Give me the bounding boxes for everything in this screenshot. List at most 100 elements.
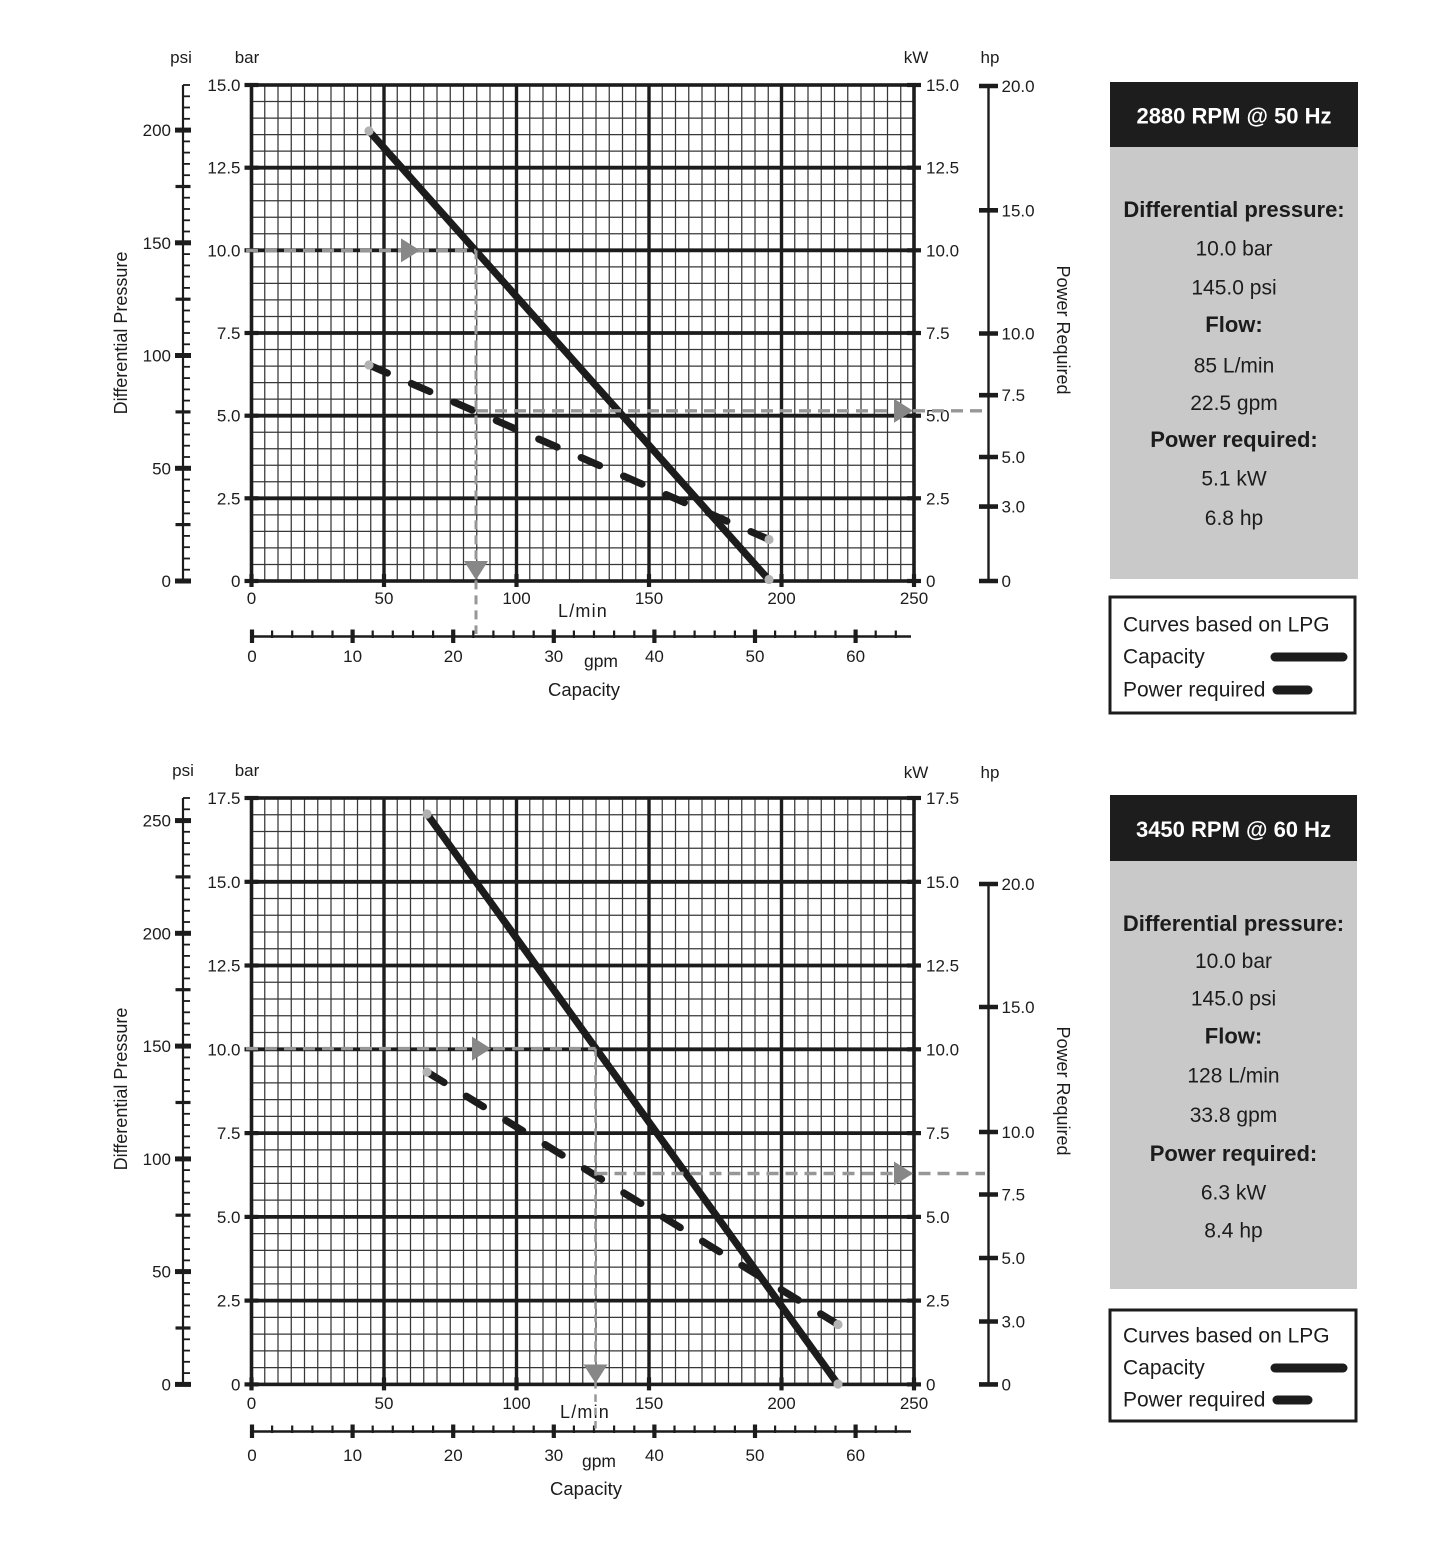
svg-text:0: 0: [926, 1375, 935, 1394]
svg-text:Power required: Power required: [1123, 1389, 1265, 1412]
svg-text:2880 RPM @ 50 Hz: 2880 RPM @ 50 Hz: [1136, 104, 1331, 129]
svg-text:150: 150: [635, 1394, 663, 1413]
svg-text:15.0: 15.0: [1002, 201, 1035, 220]
svg-text:Capacity: Capacity: [1123, 1357, 1205, 1380]
svg-text:30: 30: [544, 647, 563, 666]
svg-text:10.0: 10.0: [1002, 325, 1035, 344]
svg-text:hp: hp: [981, 763, 1000, 782]
svg-text:gpm: gpm: [582, 1451, 616, 1471]
svg-text:10.0: 10.0: [926, 1040, 959, 1059]
svg-text:50: 50: [152, 1263, 171, 1282]
svg-text:50: 50: [375, 1394, 394, 1413]
svg-text:12.5: 12.5: [926, 957, 959, 976]
svg-text:Capacity: Capacity: [548, 679, 621, 700]
svg-text:Curves based on LPG: Curves based on LPG: [1123, 1325, 1330, 1348]
svg-text:22.5 gpm: 22.5 gpm: [1190, 392, 1278, 415]
svg-text:5.1 kW: 5.1 kW: [1201, 468, 1267, 491]
svg-text:Curves based on LPG: Curves based on LPG: [1123, 614, 1330, 637]
svg-text:2.5: 2.5: [926, 1292, 950, 1311]
svg-text:bar: bar: [235, 761, 260, 780]
svg-text:15.0: 15.0: [207, 76, 240, 95]
svg-text:Power Required: Power Required: [1053, 265, 1073, 394]
svg-text:L/min: L/min: [560, 1402, 610, 1422]
svg-text:6.8 hp: 6.8 hp: [1205, 507, 1263, 530]
svg-text:psi: psi: [172, 761, 194, 780]
svg-text:bar: bar: [235, 48, 260, 67]
svg-text:50: 50: [746, 647, 765, 666]
svg-text:5.0: 5.0: [217, 1208, 241, 1227]
svg-text:40: 40: [645, 647, 664, 666]
svg-text:15.0: 15.0: [207, 873, 240, 892]
svg-text:5.0: 5.0: [1002, 448, 1026, 467]
svg-text:6.3 kW: 6.3 kW: [1201, 1182, 1267, 1205]
svg-text:0: 0: [1002, 1375, 1011, 1394]
svg-text:Power required: Power required: [1123, 679, 1265, 702]
svg-text:7.5: 7.5: [926, 324, 950, 343]
svg-text:5.0: 5.0: [1002, 1249, 1026, 1268]
svg-text:200: 200: [143, 121, 171, 140]
svg-text:L/min: L/min: [558, 601, 608, 621]
svg-text:100: 100: [143, 347, 171, 366]
svg-text:gpm: gpm: [584, 651, 618, 671]
svg-text:5.0: 5.0: [926, 1208, 950, 1227]
svg-text:250: 250: [143, 812, 171, 831]
svg-text:20.0: 20.0: [1002, 77, 1035, 96]
svg-text:0: 0: [162, 1375, 171, 1394]
svg-text:10.0 bar: 10.0 bar: [1195, 950, 1272, 973]
svg-text:200: 200: [767, 1394, 795, 1413]
svg-text:20: 20: [444, 1446, 463, 1465]
svg-text:2.5: 2.5: [217, 489, 241, 508]
svg-text:12.5: 12.5: [926, 159, 959, 178]
svg-text:Flow:: Flow:: [1205, 312, 1262, 337]
svg-text:Flow:: Flow:: [1205, 1023, 1262, 1048]
svg-text:150: 150: [143, 1037, 171, 1056]
svg-text:2.5: 2.5: [926, 489, 950, 508]
svg-text:15.0: 15.0: [926, 873, 959, 892]
svg-text:100: 100: [143, 1150, 171, 1169]
svg-text:15.0: 15.0: [1002, 998, 1035, 1017]
svg-text:250: 250: [900, 589, 928, 608]
svg-text:0: 0: [247, 589, 256, 608]
svg-text:hp: hp: [981, 48, 1000, 67]
svg-text:8.4 hp: 8.4 hp: [1204, 1219, 1262, 1242]
svg-text:200: 200: [143, 924, 171, 943]
svg-text:0: 0: [231, 1375, 240, 1394]
svg-text:Differential pressure:: Differential pressure:: [1123, 197, 1344, 222]
svg-text:Differential Pressure: Differential Pressure: [111, 252, 131, 415]
svg-text:12.5: 12.5: [207, 159, 240, 178]
svg-text:60: 60: [846, 647, 865, 666]
svg-text:40: 40: [645, 1446, 664, 1465]
svg-text:15.0: 15.0: [926, 76, 959, 95]
svg-text:10.0: 10.0: [1002, 1123, 1035, 1142]
svg-text:Power required:: Power required:: [1150, 1141, 1317, 1166]
svg-text:3.0: 3.0: [1002, 1313, 1026, 1332]
svg-text:Capacity: Capacity: [1123, 646, 1205, 669]
svg-text:12.5: 12.5: [207, 957, 240, 976]
svg-text:kW: kW: [904, 763, 929, 782]
svg-text:145.0 psi: 145.0 psi: [1191, 988, 1276, 1011]
svg-text:150: 150: [635, 589, 663, 608]
svg-text:85 L/min: 85 L/min: [1194, 355, 1275, 378]
svg-text:20: 20: [444, 647, 463, 666]
svg-text:7.5: 7.5: [926, 1124, 950, 1143]
svg-text:17.5: 17.5: [207, 789, 240, 808]
svg-text:3450 RPM @ 60 Hz: 3450 RPM @ 60 Hz: [1136, 817, 1331, 842]
svg-text:10.0 bar: 10.0 bar: [1195, 238, 1272, 261]
svg-text:10.0: 10.0: [207, 241, 240, 260]
svg-text:60: 60: [846, 1446, 865, 1465]
svg-text:7.5: 7.5: [1002, 1186, 1026, 1205]
svg-text:250: 250: [900, 1394, 928, 1413]
svg-text:0: 0: [247, 1446, 256, 1465]
svg-text:kW: kW: [904, 48, 929, 67]
svg-text:17.5: 17.5: [926, 789, 959, 808]
svg-text:100: 100: [502, 589, 530, 608]
svg-text:Power required:: Power required:: [1150, 427, 1317, 452]
svg-text:10.0: 10.0: [926, 241, 959, 260]
svg-text:10.0: 10.0: [207, 1040, 240, 1059]
svg-text:0: 0: [231, 572, 240, 591]
svg-text:33.8 gpm: 33.8 gpm: [1190, 1104, 1278, 1127]
svg-text:20.0: 20.0: [1002, 875, 1035, 894]
svg-text:0: 0: [162, 572, 171, 591]
svg-text:Differential pressure:: Differential pressure:: [1123, 911, 1344, 936]
svg-text:Capacity: Capacity: [550, 1478, 623, 1499]
